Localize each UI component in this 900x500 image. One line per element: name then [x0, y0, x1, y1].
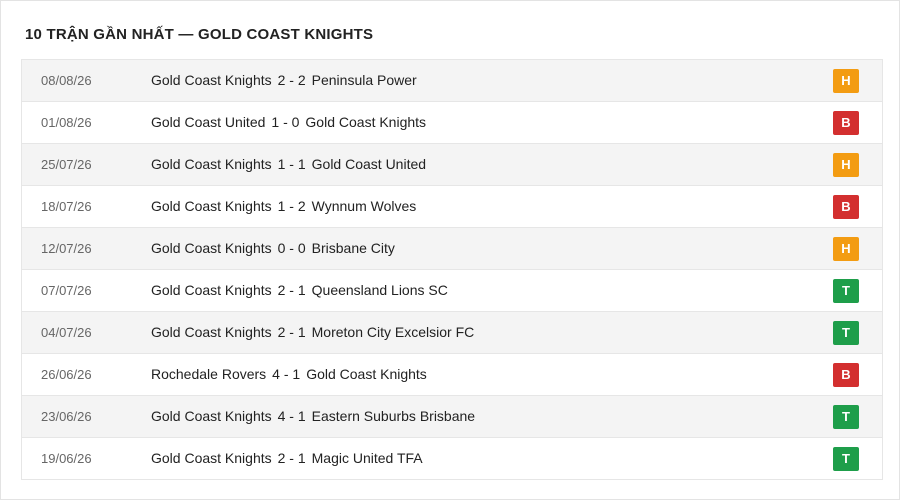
away-team: Wynnum Wolves — [311, 198, 417, 214]
match-row[interactable]: 01/08/26 Gold Coast United 1 - 0 Gold Coas… — [22, 102, 882, 144]
match-date: 07/07/26 — [41, 283, 92, 298]
result-badge: B — [833, 195, 859, 219]
match-score: 2 - 1 — [277, 450, 306, 466]
match-row[interactable]: 25/07/26 Gold Coast Knights 1 - 1 Gold Coa… — [22, 144, 882, 186]
match-row[interactable]: 04/07/26 Gold Coast Knights 2 - 1 Moreton … — [22, 312, 882, 354]
match-row[interactable]: 07/07/26 Gold Coast Knights 2 - 1 Queensla… — [22, 270, 882, 312]
home-team: Gold Coast Knights — [151, 156, 272, 172]
match-fixture[interactable]: Gold Coast Knights 0 - 0 Brisbane City — [151, 228, 395, 269]
result-badge: H — [833, 69, 859, 93]
away-team: Queensland Lions SC — [311, 282, 448, 298]
match-row[interactable]: 19/06/26 Gold Coast Knights 2 - 1 Magic Un… — [22, 438, 882, 480]
match-score: 2 - 1 — [277, 282, 306, 298]
result-badge: B — [833, 111, 859, 135]
match-date: 25/07/26 — [41, 157, 92, 172]
match-fixture[interactable]: Gold Coast Knights 4 - 1 Eastern Suburbs B… — [151, 396, 475, 437]
match-row[interactable]: 26/06/26 Rochedale Rovers 4 - 1 Gold Coast… — [22, 354, 882, 396]
match-row[interactable]: 18/07/26 Gold Coast Knights 1 - 2 Wynnum W… — [22, 186, 882, 228]
match-fixture[interactable]: Gold Coast Knights 2 - 1 Queensland Lions … — [151, 270, 448, 311]
section-title: 10 TRẬN GẦN NHẤT — GOLD COAST KNIGHTS — [25, 26, 374, 43]
result-badge: T — [833, 447, 859, 471]
result-badge: B — [833, 363, 859, 387]
match-fixture[interactable]: Gold Coast Knights 2 - 2 Peninsula Power — [151, 60, 417, 101]
match-fixture[interactable]: Gold Coast Knights 1 - 1 Gold Coast United — [151, 144, 426, 185]
match-date: 01/08/26 — [41, 115, 92, 130]
match-score: 4 - 1 — [272, 366, 301, 382]
home-team: Rochedale Rovers — [151, 366, 267, 382]
away-team: Gold Coast Knights — [305, 114, 427, 130]
home-team: Gold Coast Knights — [151, 240, 272, 256]
result-badge: T — [833, 279, 859, 303]
match-row[interactable]: 08/08/26 Gold Coast Knights 2 - 2 Peninsul… — [22, 60, 882, 102]
result-badge: H — [833, 237, 859, 261]
match-score: 0 - 0 — [277, 240, 306, 256]
match-row[interactable]: 12/07/26 Gold Coast Knights 0 - 0 Brisbane… — [22, 228, 882, 270]
match-date: 18/07/26 — [41, 199, 92, 214]
match-score: 1 - 2 — [277, 198, 306, 214]
match-score: 2 - 1 — [277, 324, 306, 340]
match-date: 19/06/26 — [41, 451, 92, 466]
match-score: 1 - 1 — [277, 156, 306, 172]
home-team: Gold Coast Knights — [151, 198, 272, 214]
home-team: Gold Coast Knights — [151, 282, 272, 298]
match-fixture[interactable]: Gold Coast Knights 1 - 2 Wynnum Wolves — [151, 186, 416, 227]
away-team: Brisbane City — [311, 240, 395, 256]
match-score: 1 - 0 — [271, 114, 300, 130]
match-fixture[interactable]: Gold Coast Knights 2 - 1 Moreton City Exce… — [151, 312, 474, 353]
match-fixture[interactable]: Gold Coast United 1 - 0 Gold Coast Knights — [151, 102, 426, 143]
home-team: Gold Coast Knights — [151, 408, 272, 424]
home-team: Gold Coast United — [151, 114, 266, 130]
result-badge: T — [833, 405, 859, 429]
match-score: 2 - 2 — [277, 72, 306, 88]
match-date: 12/07/26 — [41, 241, 92, 256]
home-team: Gold Coast Knights — [151, 324, 272, 340]
away-team: Moreton City Excelsior FC — [311, 324, 475, 340]
result-badge: H — [833, 153, 859, 177]
match-date: 26/06/26 — [41, 367, 92, 382]
away-team: Peninsula Power — [311, 72, 417, 88]
match-list: 08/08/26 Gold Coast Knights 2 - 2 Peninsul… — [21, 59, 883, 480]
home-team: Gold Coast Knights — [151, 72, 272, 88]
match-fixture[interactable]: Rochedale Rovers 4 - 1 Gold Coast Knights — [151, 354, 427, 395]
match-score: 4 - 1 — [277, 408, 306, 424]
away-team: Gold Coast United — [311, 156, 427, 172]
match-row[interactable]: 23/06/26 Gold Coast Knights 4 - 1 Eastern … — [22, 396, 882, 438]
away-team: Gold Coast Knights — [306, 366, 427, 382]
away-team: Magic United TFA — [311, 450, 423, 466]
home-team: Gold Coast Knights — [151, 450, 272, 466]
match-fixture[interactable]: Gold Coast Knights 2 - 1 Magic United TFA — [151, 438, 423, 479]
match-date: 08/08/26 — [41, 73, 92, 88]
result-badge: T — [833, 321, 859, 345]
match-date: 04/07/26 — [41, 325, 92, 340]
away-team: Eastern Suburbs Brisbane — [311, 408, 476, 424]
match-date: 23/06/26 — [41, 409, 92, 424]
